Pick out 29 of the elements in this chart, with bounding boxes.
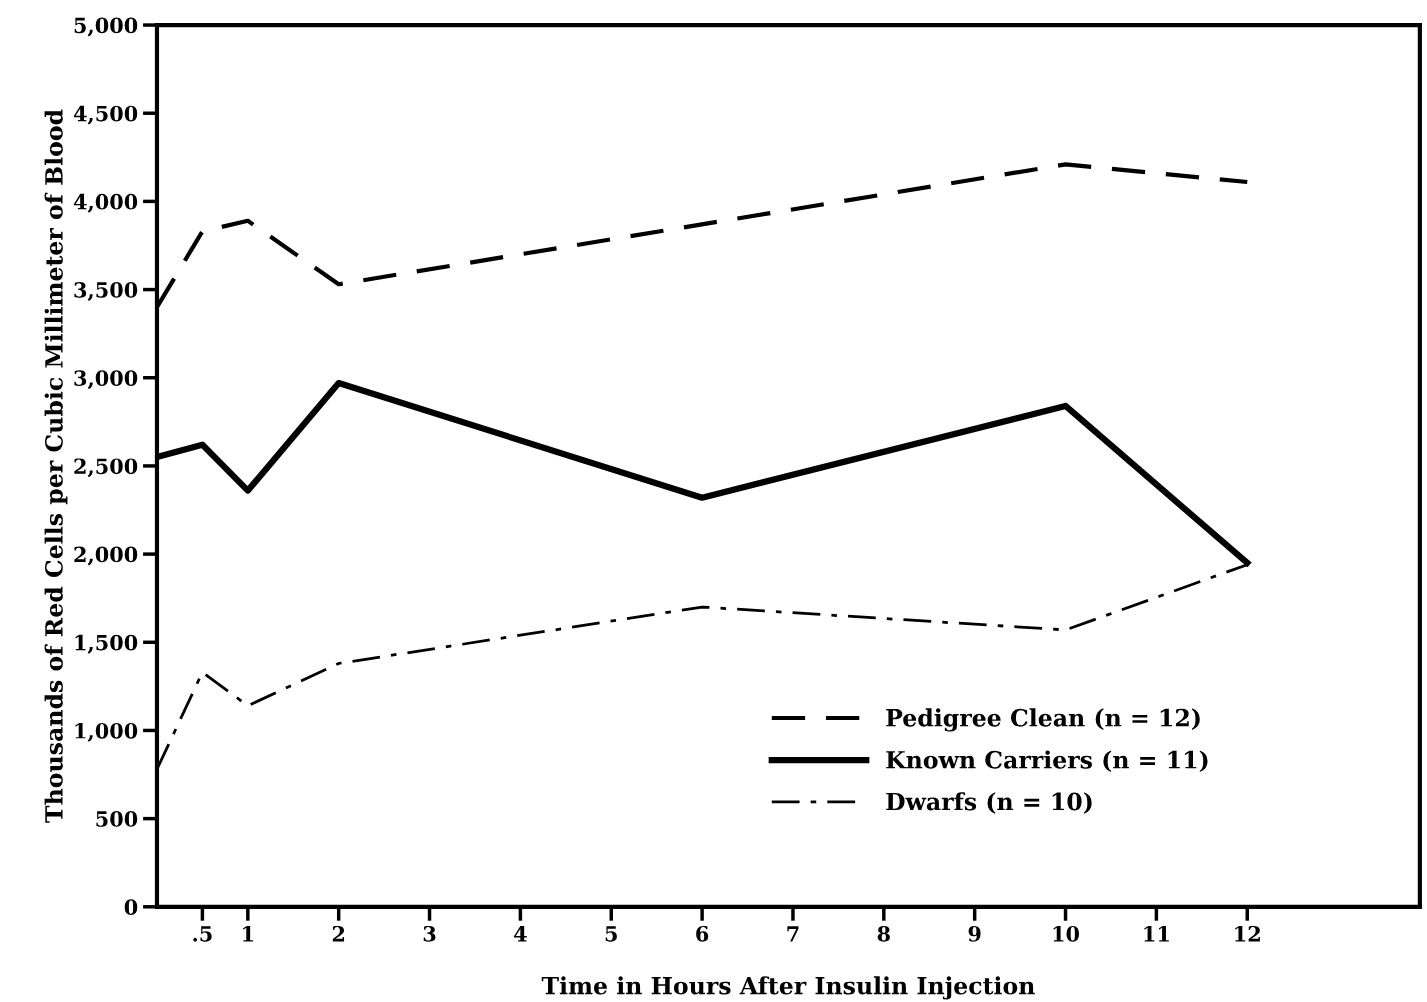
y-tick-label: 1,500: [75, 634, 138, 654]
x-tick-label: 12: [1235, 925, 1260, 942]
x-tick-label: 3: [423, 925, 436, 942]
y-tick-label: 1,000: [75, 722, 138, 742]
x-tick-label: 1: [243, 925, 253, 942]
x-tick-label: 6: [696, 925, 709, 942]
y-axis-title: Thousands of Red Cells per Cubic Millimeter of Blood: [44, 109, 68, 823]
x-tick-label: .5: [193, 926, 212, 942]
x-tick-label: 8: [877, 925, 890, 942]
legend-label: Pedigree Clean (n = 12): [886, 708, 1200, 732]
y-tick-label: 2,000: [74, 546, 138, 566]
y-tick-label: 2,500: [74, 458, 138, 478]
y-tick-label: 3,500: [74, 282, 138, 301]
x-tick-label: 5: [605, 926, 617, 942]
x-tick-label: 2: [332, 925, 345, 942]
y-tick-label: 4,500: [73, 105, 138, 125]
y-tick-label: 4,000: [73, 193, 138, 213]
legend-label: Dwarfs (n = 10): [886, 792, 1092, 814]
y-tick-label: 500: [96, 811, 138, 827]
x-tick-label: 7: [787, 926, 799, 942]
x-tick-label: 11: [1144, 925, 1169, 942]
y-tick-label: 5,000: [74, 17, 138, 37]
legend-label: Known Carriers (n = 11): [886, 750, 1208, 773]
y-tick-label: 0: [124, 899, 138, 916]
x-tick-label: 10: [1053, 925, 1080, 942]
y-tick-label: 3,000: [74, 370, 138, 390]
x-tick-label: 4: [514, 925, 527, 942]
x-tick-label: 9: [968, 925, 981, 942]
x-axis-title: Time in Hours After Insulin Injection: [541, 976, 1035, 1000]
